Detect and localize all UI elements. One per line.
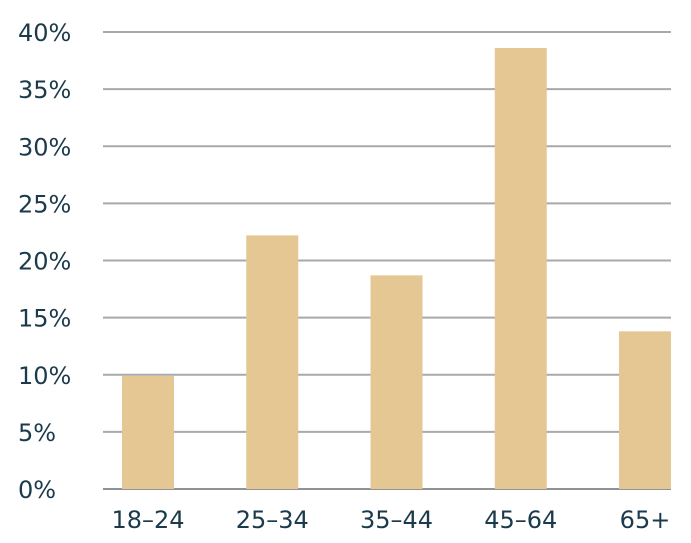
bar-65+ xyxy=(619,331,671,489)
x-tick-label: 25–34 xyxy=(236,506,309,534)
x-tick-label: 65+ xyxy=(620,506,671,534)
gridlines xyxy=(103,31,671,490)
x-axis-tick-labels: 18–24 25–34 35–44 45–64 65+ xyxy=(111,506,670,534)
y-tick-label: 5% xyxy=(18,419,56,447)
y-tick-label: 35% xyxy=(18,76,71,104)
bar-25–34 xyxy=(246,235,299,489)
y-tick-label: 20% xyxy=(18,248,71,276)
y-tick-label: 25% xyxy=(18,190,71,218)
y-tick-label: 40% xyxy=(18,19,71,47)
bars xyxy=(122,47,671,490)
y-axis-tick-labels: 0% 5% 10% 15% 20% 25% 30% 35% 40% xyxy=(18,19,71,504)
y-tick-label: 0% xyxy=(18,476,56,504)
y-tick-label: 30% xyxy=(18,133,71,161)
x-tick-label: 35–44 xyxy=(360,506,433,534)
y-tick-label: 15% xyxy=(18,305,71,333)
x-tick-label: 45–64 xyxy=(484,506,557,534)
x-tick-label: 18–24 xyxy=(111,506,184,534)
bar-45–64 xyxy=(494,47,547,490)
bar-35–44 xyxy=(370,275,423,489)
y-tick-label: 10% xyxy=(18,362,71,390)
bar-18–24 xyxy=(122,375,174,489)
